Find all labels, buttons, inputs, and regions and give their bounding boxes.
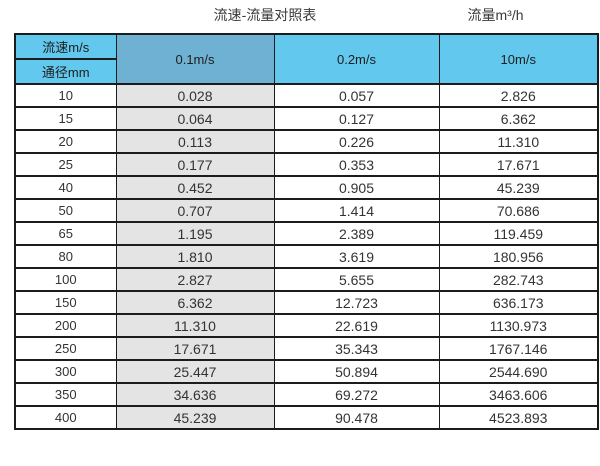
flow-value-cell: 2544.690 [438,359,599,384]
flow-rate-table: 流速m/s 0.1m/s 0.2m/s 10m/s 通径mm 10 0.028 0.… [14,33,599,430]
flow-value-cell: 69.272 [273,382,440,407]
flow-value-cell: 1.195 [115,221,275,246]
diameter-cell: 200 [14,313,117,338]
flow-value-cell: 0.452 [115,175,275,200]
flow-value-cell: 45.239 [115,405,275,430]
page-title: 流速-流量对照表 [213,7,317,23]
diameter-cell: 100 [14,267,117,292]
flow-value-cell: 50.894 [273,359,440,384]
flow-value-cell: 22.619 [273,313,440,338]
flow-value-cell: 35.343 [273,336,440,361]
diameter-cell: 80 [14,244,117,269]
flow-value-cell: 25.447 [115,359,275,384]
flow-value-cell: 5.655 [273,267,440,292]
diameter-cell: 20 [14,129,117,154]
velocity-header-10: 10m/s [438,33,599,85]
diameter-cell: 15 [14,106,117,131]
diameter-cell: 50 [14,198,117,223]
velocity-header-0-1: 0.1m/s [115,33,275,85]
flow-value-cell: 0.127 [273,106,440,131]
flow-value-cell: 6.362 [438,106,599,131]
table-row: 150 6.362 12.723 636.173 [14,290,599,315]
flow-value-cell: 11.310 [438,129,599,154]
flow-value-cell: 12.723 [273,290,440,315]
table-row: 100 2.827 5.655 282.743 [14,267,599,292]
flow-value-cell: 0.064 [115,106,275,131]
diameter-cell: 400 [14,405,117,430]
flow-value-cell: 119.459 [438,221,599,246]
flow-value-cell: 0.028 [115,83,275,108]
flow-value-cell: 6.362 [115,290,275,315]
table-row: 400 45.239 90.478 4523.893 [14,405,599,430]
table-row: 40 0.452 0.905 45.239 [14,175,599,200]
corner-velocity-label: 流速m/s [14,33,117,60]
flow-value-cell: 1.414 [273,198,440,223]
flow-value-cell: 0.177 [115,152,275,177]
table-row: 350 34.636 69.272 3463.606 [14,382,599,407]
flow-value-cell: 17.671 [115,336,275,361]
table-row: 15 0.064 0.127 6.362 [14,106,599,131]
table-body: 10 0.028 0.057 2.826 15 0.064 0.127 6.362 20 0.11… [14,83,599,430]
flow-value-cell: 70.686 [438,198,599,223]
flow-value-cell: 3.619 [273,244,440,269]
flow-value-cell: 1130.973 [438,313,599,338]
table-row: 65 1.195 2.389 119.459 [14,221,599,246]
table-row: 250 17.671 35.343 1767.146 [14,336,599,361]
flow-value-cell: 0.057 [273,83,440,108]
flow-value-cell: 0.707 [115,198,275,223]
table-header: 流速m/s 0.1m/s 0.2m/s 10m/s 通径mm [14,33,599,85]
diameter-cell: 65 [14,221,117,246]
flow-value-cell: 17.671 [438,152,599,177]
diameter-cell: 10 [14,83,117,108]
table-row: 80 1.810 3.619 180.956 [14,244,599,269]
diameter-cell: 250 [14,336,117,361]
flow-value-cell: 11.310 [115,313,275,338]
flow-value-cell: 2.389 [273,221,440,246]
flow-value-cell: 1.810 [115,244,275,269]
flow-value-cell: 282.743 [438,267,599,292]
diameter-cell: 150 [14,290,117,315]
diameter-cell: 350 [14,382,117,407]
flow-value-cell: 2.827 [115,267,275,292]
diameter-cell: 40 [14,175,117,200]
flow-value-cell: 34.636 [115,382,275,407]
diameter-cell: 300 [14,359,117,384]
flow-value-cell: 4523.893 [438,405,599,430]
table-row: 300 25.447 50.894 2544.690 [14,359,599,384]
flow-value-cell: 45.239 [438,175,599,200]
flow-value-cell: 3463.606 [438,382,599,407]
table-row: 50 0.707 1.414 70.686 [14,198,599,223]
flow-value-cell: 0.226 [273,129,440,154]
flow-value-cell: 0.113 [115,129,275,154]
table-row: 25 0.177 0.353 17.671 [14,152,599,177]
flow-value-cell: 90.478 [273,405,440,430]
flow-value-cell: 1767.146 [438,336,599,361]
table-row: 10 0.028 0.057 2.826 [14,83,599,108]
flow-value-cell: 636.173 [438,290,599,315]
diameter-cell: 25 [14,152,117,177]
table-row: 200 11.310 22.619 1130.973 [14,313,599,338]
flow-value-cell: 0.353 [273,152,440,177]
corner-diameter-label: 通径mm [14,58,117,85]
table-row: 20 0.113 0.226 11.310 [14,129,599,154]
velocity-header-0-2: 0.2m/s [273,33,440,85]
flow-value-cell: 180.956 [438,244,599,269]
flow-value-cell: 0.905 [273,175,440,200]
flow-unit-label: 流量m³/h [467,7,524,23]
flow-value-cell: 2.826 [438,83,599,108]
